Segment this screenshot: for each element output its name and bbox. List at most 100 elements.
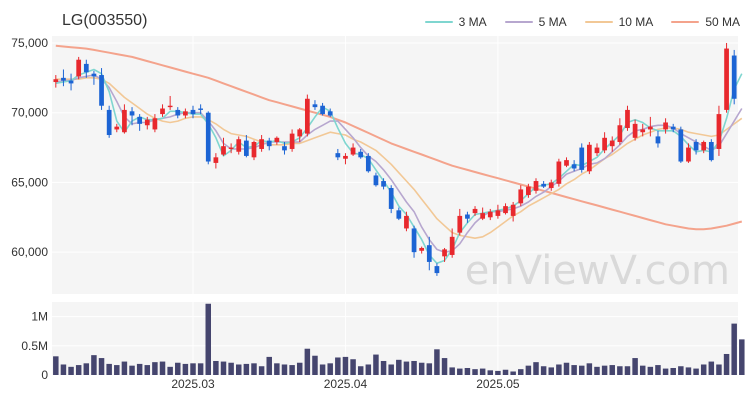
- candle-body: [647, 126, 653, 130]
- volume-bar: [632, 358, 638, 375]
- candle-body: [411, 228, 417, 253]
- candle-body: [701, 141, 707, 151]
- volume-bar: [685, 367, 692, 375]
- volume-bar: [182, 363, 189, 375]
- candle-body: [480, 213, 486, 219]
- volume-bar: [678, 366, 684, 375]
- volume-bar: [296, 362, 303, 375]
- volume-panel: [52, 302, 738, 375]
- volume-bar: [312, 355, 318, 375]
- volume-bar: [53, 356, 59, 375]
- legend: 3 MA 5 MA 10 MA 50 MA: [424, 15, 740, 29]
- x-tick-label: 2025.05: [476, 377, 520, 391]
- candle-body: [167, 105, 173, 108]
- volume-bar: [647, 366, 654, 375]
- volume-bar: [190, 363, 196, 375]
- volume-bar: [411, 360, 417, 375]
- volume-bar: [266, 356, 272, 375]
- volume-bar: [601, 365, 608, 375]
- volume-bar: [365, 364, 372, 375]
- volume-bar: [335, 357, 341, 375]
- volume-bar: [213, 360, 219, 375]
- candle-body: [335, 153, 341, 158]
- x-tick-label: 2025.03: [171, 377, 215, 391]
- volume-bar: [533, 362, 539, 375]
- volume-bar: [571, 365, 577, 375]
- volume-bar: [525, 365, 532, 375]
- volume-bar: [594, 366, 600, 375]
- volume-bar: [464, 367, 471, 375]
- volume-bar: [114, 365, 120, 375]
- watermark-text: enViewV.com: [465, 248, 730, 294]
- ma-line-50ma: [55, 44, 743, 231]
- candle-body: [708, 141, 714, 161]
- candle-body: [396, 210, 402, 219]
- candle-body: [579, 147, 585, 170]
- candle-body: [114, 126, 120, 130]
- volume-bar: [670, 367, 676, 375]
- candle-body: [144, 119, 150, 126]
- volume-bar: [662, 368, 669, 375]
- legend-label-3ma: 3 MA: [458, 15, 487, 29]
- candle-body: [343, 155, 348, 159]
- candle-body: [404, 215, 409, 229]
- candle-body: [68, 80, 74, 84]
- candle-body: [632, 123, 638, 138]
- volume-bar: [441, 358, 448, 375]
- volume-bar: [655, 365, 661, 375]
- candle-body: [388, 188, 394, 209]
- candle-body: [122, 109, 127, 133]
- price-tick-label: 75,000: [11, 36, 48, 50]
- legend-swatch-10ma: [584, 21, 613, 23]
- candle-body: [541, 183, 546, 187]
- candle-body: [205, 112, 211, 162]
- candle-body: [320, 105, 325, 115]
- candle-body: [282, 146, 287, 151]
- candle-body: [686, 147, 691, 162]
- x-tick-label: 2025.04: [324, 377, 368, 391]
- candle-body: [99, 75, 104, 106]
- candle-body: [53, 79, 59, 83]
- legend-item-10ma[interactable]: 10 MA: [584, 15, 653, 29]
- candle-body: [137, 116, 143, 124]
- candle-body: [609, 140, 615, 147]
- candle-body: [449, 236, 455, 255]
- legend-item-5ma[interactable]: 5 MA: [504, 15, 567, 29]
- candle-body: [251, 141, 257, 158]
- candle-body: [556, 161, 562, 184]
- legend-item-50ma[interactable]: 50 MA: [671, 15, 740, 29]
- price-tick-label: 70,000: [11, 106, 48, 120]
- volume-bar: [228, 362, 234, 375]
- volume-bar: [579, 365, 585, 375]
- candle-body: [678, 129, 684, 162]
- candle-body: [266, 140, 272, 147]
- volume-bar: [418, 362, 425, 375]
- candle-body: [426, 245, 432, 262]
- candle-body: [381, 181, 386, 187]
- candle-body: [289, 133, 295, 149]
- volume-bar: [281, 364, 288, 375]
- volume-bar: [220, 361, 227, 375]
- candle-body: [304, 98, 310, 134]
- volume-bar: [373, 354, 379, 375]
- candle-body: [533, 181, 539, 191]
- legend-label-50ma: 50 MA: [705, 15, 740, 29]
- candle-body: [106, 109, 112, 136]
- volume-bar: [518, 369, 524, 375]
- candle-body: [655, 136, 661, 144]
- candle-body: [175, 109, 181, 116]
- volume-bar: [175, 362, 181, 375]
- legend-label-5ma: 5 MA: [538, 15, 567, 29]
- candle-body: [716, 114, 722, 149]
- candle-body: [602, 137, 607, 151]
- volume-bar: [68, 366, 74, 375]
- volume-bar: [357, 366, 364, 375]
- candle-body: [693, 141, 699, 151]
- volume-tick-label: 1M: [31, 310, 48, 324]
- legend-item-3ma[interactable]: 3 MA: [424, 15, 487, 29]
- candle-body: [434, 266, 440, 274]
- volume-bar: [205, 303, 211, 375]
- volume-bar: [700, 364, 707, 375]
